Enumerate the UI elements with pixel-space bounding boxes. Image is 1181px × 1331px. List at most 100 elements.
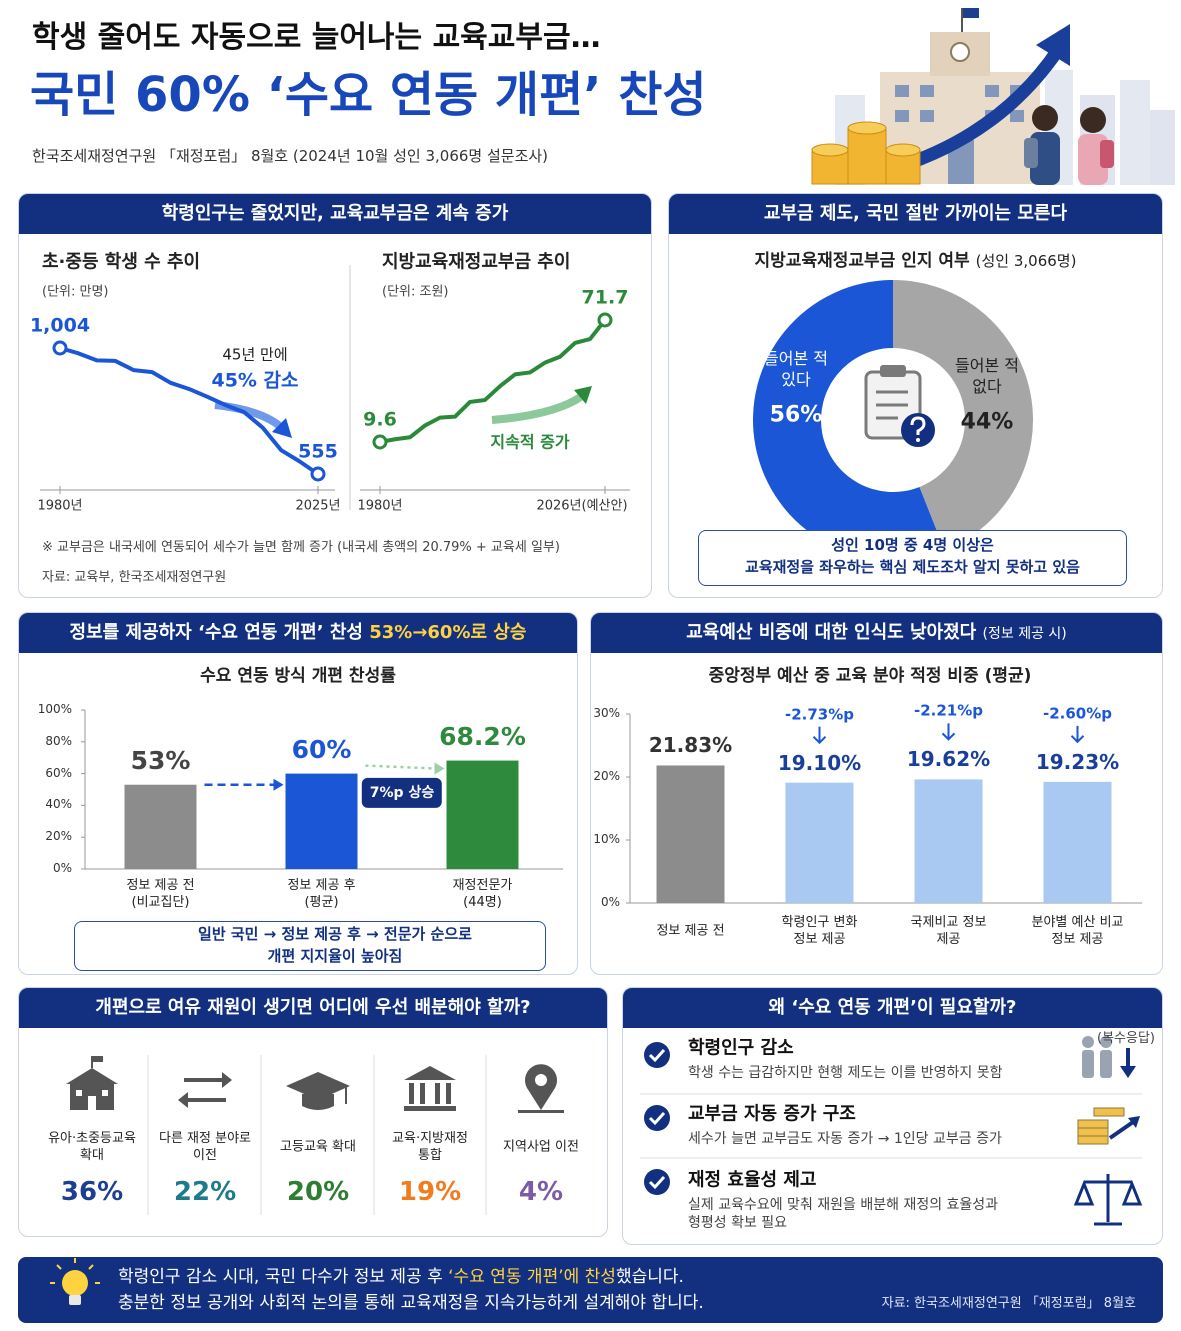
item-icons [286, 1072, 350, 1100]
separators [147, 1055, 1142, 1215]
x-tick-label: 분야별 예산 비교 정보 제공 [1031, 915, 1124, 947]
change-label: -2.21%p [913, 701, 984, 720]
change-label: -2.60%p [1042, 704, 1113, 723]
check-icons [644, 1042, 670, 1068]
header-illustration [811, 121, 921, 185]
heading-part: 정보를 제공하자 ‘수요 연동 개편’ 찬성 [69, 622, 370, 643]
chart-title: 지방교육재정교부금 인지 여부 (성인 3,066명) [668, 250, 1163, 272]
callout-line: 교육재정을 좌우하는 핵심 제도조차 알지 못하고 있음 [745, 557, 1080, 576]
side-icons [1128, 1116, 1140, 1128]
down-arrow [1070, 725, 1085, 744]
chart-title: 초·중등 학생 수 추이 [42, 251, 201, 273]
item-icons [66, 1068, 118, 1084]
annotation: 45년 만에 [222, 345, 288, 364]
point [52, 340, 68, 356]
slice-label: 들어본 적 없다 [955, 356, 1019, 396]
side-icons [1082, 1050, 1094, 1078]
center-icon [864, 365, 935, 447]
side-icons [1100, 1050, 1112, 1078]
pie-slice [752, 280, 945, 560]
center-icon [880, 365, 906, 377]
value-label: 9.6 [363, 408, 397, 431]
line [379, 318, 607, 444]
item-value: 20% [286, 1177, 350, 1208]
callout-line: 개편 지지율이 높아짐 [267, 946, 403, 965]
note: ※ 교부금은 내국세에 연동되어 세수가 늘면 함께 증가 (내국세 총액의 2… [42, 540, 560, 555]
unit-label: (단위: 만명) [42, 284, 109, 300]
value-label: 44% [960, 409, 1014, 435]
header-illustration [1150, 110, 1175, 185]
annotation: 지속적 증가 [490, 432, 570, 452]
bar [1043, 781, 1112, 903]
item-icons [184, 1078, 226, 1102]
side-icons [1077, 1107, 1125, 1145]
bar [785, 782, 854, 903]
side-icons [1082, 1036, 1094, 1048]
x-tick-label: 정보 제공 전 (비교집단) [126, 878, 195, 910]
bar [124, 784, 197, 869]
panel: 학령인구는 줄었지만, 교육교부금은 계속 증가 [18, 193, 652, 598]
callout-line: 성인 10명 중 4명 이상은 [831, 536, 994, 554]
value-label: 19.62% [906, 747, 991, 772]
side-icons [1093, 1107, 1125, 1117]
check-icons [648, 1175, 666, 1190]
section-heading: 학령인구는 줄었지만, 교육교부금은 계속 증가 [19, 194, 651, 234]
value-label: 21.83% [648, 733, 733, 758]
point [597, 312, 613, 328]
item-label: 고등교육 확대 [280, 1139, 356, 1155]
footer-line: 학령인구 감소 시대, 국민 다수가 정보 제공 후 ‘수요 연동 개편’에 찬… [118, 1266, 684, 1288]
value-label: 555 [298, 440, 338, 463]
chart-title: 중앙정부 예산 중 교육 분야 적정 비중 (평균) [708, 665, 1032, 686]
check-icons [644, 1042, 670, 1195]
header-illustration [950, 42, 970, 62]
x-tick-label: 정보 제공 전 [656, 923, 725, 939]
value-label: 71.7 [581, 286, 629, 309]
item-value: 19% [398, 1177, 462, 1208]
center-icon [910, 416, 926, 435]
value-label: 53% [130, 745, 191, 775]
y-tick-label: 60% [45, 765, 72, 780]
item-icons [518, 1110, 564, 1113]
value-label: 68.2% [439, 721, 526, 751]
source: 자료: 교육부, 한국조세재정연구원 [42, 570, 227, 585]
chart-subtitle: (성인 3,066명) [975, 252, 1077, 270]
section-heading: 교육예산 비중에 대한 인식도 낮아졌다 (정보 제공 시) [591, 613, 1162, 653]
item-icons [404, 1106, 456, 1111]
value-label: 1,004 [29, 314, 91, 337]
side-icons [1108, 1118, 1138, 1140]
check-icons [648, 1048, 666, 1190]
x-tick-label: 1980년 [357, 498, 403, 514]
side-icons [1073, 1179, 1095, 1206]
annotation: 45% 감소 [211, 369, 299, 392]
header-illustration [811, 143, 849, 157]
header-illustration [1080, 107, 1106, 133]
unit-label: (단위: 조원) [382, 284, 449, 300]
item-icons [102, 1090, 108, 1096]
section-heading: 개편으로 여유 재원이 생기면 어디에 우선 배분해야 할까? [19, 988, 607, 1028]
item-text: 세수가 늘면 교부금도 자동 증가 → 1인당 교부금 증가 [688, 1131, 1002, 1147]
side-icons [1073, 1174, 1143, 1226]
y-tick-label: 30% [593, 706, 620, 721]
item-value: 4% [518, 1177, 564, 1208]
item-icons [525, 1064, 557, 1110]
lightbulb-icon [56, 1264, 62, 1270]
section-heading: 교부금 제도, 국민 절반 가까이는 모른다 [669, 194, 1162, 234]
header-illustration [1120, 80, 1150, 185]
header-illustration [1024, 138, 1038, 168]
item-label: 유아·초중등교육 확대 [48, 1131, 136, 1163]
item-label: 교육·지방재정 통합 [392, 1131, 468, 1163]
item-icons [76, 1090, 108, 1110]
item-icons [535, 1074, 547, 1086]
header-illustration [847, 127, 887, 185]
chart-title: 수요 연동 방식 개편 찬성률 [200, 665, 396, 686]
lightbulb-icon [50, 1258, 100, 1284]
x-tick-label: 정보 제공 후 (평균) [287, 878, 356, 910]
footer-highlight: ‘수요 연동 개편’에 찬성 [448, 1267, 616, 1287]
y-tick-label: 10% [593, 832, 620, 847]
section-heading: 정보를 제공하자 ‘수요 연동 개편’ 찬성 53%→60%로 상승 [19, 613, 577, 653]
header-illustration [1100, 140, 1114, 168]
footer [18, 1257, 1163, 1323]
trend-arrow [214, 386, 592, 438]
footer-line: 충분한 정보 공개와 사회적 논의를 통해 교육재정을 지속가능하게 설계해야 … [118, 1293, 704, 1313]
item-icons [93, 1056, 103, 1062]
